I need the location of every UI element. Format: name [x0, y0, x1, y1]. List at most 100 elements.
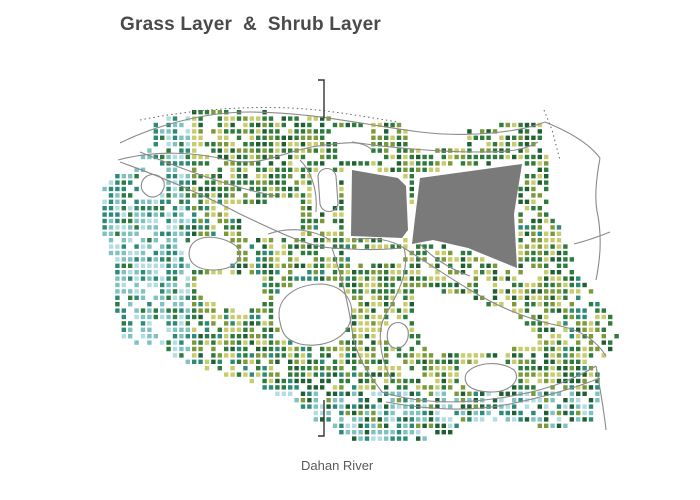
vegetation-cell — [403, 148, 408, 153]
vegetation-cell — [288, 154, 293, 160]
vegetation-cell — [352, 353, 357, 358]
vegetation-cell — [166, 212, 171, 217]
vegetation-cell — [288, 359, 293, 364]
vegetation-cell — [454, 359, 459, 364]
vegetation-cell — [352, 244, 357, 249]
vegetation-cell — [614, 334, 619, 339]
vegetation-cell — [582, 327, 587, 332]
vegetation-cell — [108, 244, 114, 249]
vegetation-cell — [556, 359, 562, 364]
vegetation-cell — [352, 276, 357, 281]
vegetation-cell — [505, 295, 510, 300]
vegetation-cell — [288, 167, 293, 172]
vegetation-cell — [262, 340, 267, 345]
vegetation-cell — [371, 327, 376, 332]
vegetation-cell — [121, 218, 126, 224]
vegetation-cell — [531, 199, 536, 204]
vegetation-cell — [262, 289, 267, 294]
vegetation-cell — [288, 385, 293, 390]
vegetation-cell — [512, 295, 517, 300]
vegetation-cell — [160, 276, 165, 281]
vegetation-cell — [204, 334, 210, 339]
vegetation-cell — [121, 282, 126, 288]
vegetation-cell — [102, 206, 107, 211]
vegetation-cell — [544, 186, 549, 192]
vegetation-cell — [390, 378, 395, 384]
vegetation-cell — [384, 148, 389, 153]
vegetation-cell — [556, 282, 562, 288]
vegetation-cell — [524, 174, 530, 179]
vegetation-cell — [211, 199, 216, 204]
vegetation-cell — [300, 174, 306, 179]
vegetation-cell — [364, 334, 370, 339]
vegetation-cell — [448, 148, 453, 153]
vegetation-cell — [172, 295, 178, 300]
vegetation-cell — [492, 142, 498, 147]
vegetation-cell — [435, 161, 440, 166]
vegetation-cell — [377, 122, 382, 128]
vegetation-cell — [268, 353, 274, 358]
vegetation-cell — [364, 327, 370, 332]
vegetation-cell — [396, 276, 402, 281]
vegetation-cell — [300, 231, 306, 236]
vegetation-cell — [147, 282, 152, 288]
vegetation-cell — [147, 225, 152, 230]
vegetation-cell — [467, 359, 472, 364]
vegetation-cell — [428, 359, 434, 364]
vegetation-cell — [108, 225, 114, 230]
vegetation-cell — [448, 250, 453, 256]
vegetation-cell — [537, 372, 542, 377]
vegetation-cell — [307, 186, 312, 192]
vegetation-cell — [115, 180, 120, 185]
vegetation-cell — [134, 282, 139, 288]
vegetation-cell — [524, 359, 530, 364]
vegetation-cell — [320, 404, 325, 409]
vegetation-cell — [268, 238, 274, 243]
vegetation-cell — [416, 334, 421, 339]
vegetation-cell — [364, 404, 370, 409]
vegetation-cell — [140, 308, 146, 313]
vegetation-cell — [416, 167, 421, 172]
vegetation-cell — [505, 154, 510, 160]
vegetation-cell — [153, 308, 158, 313]
vegetation-cell — [403, 174, 408, 179]
vegetation-cell — [179, 180, 184, 185]
vegetation-cell — [390, 135, 395, 140]
vegetation-cell — [563, 410, 568, 416]
vegetation-cell — [320, 129, 325, 134]
vegetation-cell — [531, 289, 536, 294]
vegetation-cell — [505, 359, 510, 364]
vegetation-cell — [281, 161, 286, 166]
vegetation-cell — [121, 225, 126, 230]
path-network — [117, 111, 611, 431]
vegetation-cell — [332, 148, 338, 153]
vegetation-cell — [134, 270, 139, 275]
vegetation-cell — [313, 238, 318, 243]
vegetation-cell — [320, 218, 325, 224]
vegetation-cell — [460, 404, 466, 409]
vegetation-cell — [550, 359, 555, 364]
vegetation-cell — [563, 295, 568, 300]
vegetation-cell — [576, 410, 581, 416]
vegetation-cell — [595, 385, 600, 390]
vegetation-cell — [249, 372, 254, 377]
vegetation-cell — [236, 340, 242, 345]
vegetation-cell — [531, 206, 536, 211]
vegetation-cell — [198, 353, 203, 358]
vegetation-cell — [384, 135, 389, 140]
vegetation-cell — [371, 161, 376, 166]
vegetation-cell — [262, 346, 267, 352]
vegetation-cell — [537, 314, 542, 320]
vegetation-cell — [268, 314, 274, 320]
vegetation-cell — [403, 302, 408, 307]
vegetation-cell — [384, 244, 389, 249]
vegetation-cell — [198, 110, 203, 115]
vegetation-cell — [192, 174, 197, 179]
vegetation-cell — [364, 238, 370, 243]
vegetation-cell — [153, 314, 158, 320]
vegetation-cell — [499, 276, 504, 281]
vegetation-cell — [563, 282, 568, 288]
vegetation-cell — [352, 295, 357, 300]
vegetation-cell — [121, 238, 126, 243]
vegetation-cell — [313, 167, 318, 172]
